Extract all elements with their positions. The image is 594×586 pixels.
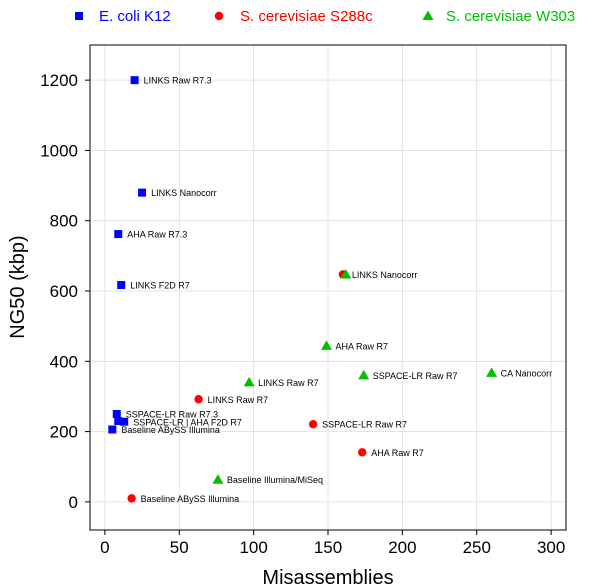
data-label: CA Nanocorr: [501, 368, 553, 378]
legend-label: E. coli K12: [99, 8, 171, 25]
data-label: LINKS F2D R7: [130, 281, 190, 291]
data-label: Baseline ABySS Illumina: [121, 425, 220, 435]
data-label: LINKS Nanocorr: [151, 188, 217, 198]
x-tick-label: 150: [314, 538, 342, 557]
data-point: [194, 395, 203, 404]
data-point: [340, 268, 352, 279]
legend: E. coli K12 S. cerevisiae S288c S. cerevis…: [75, 8, 575, 25]
y-tick-label: 200: [50, 423, 78, 442]
data-label: Baseline Illumina/MiSeq: [227, 475, 323, 485]
data-point: [138, 188, 147, 197]
x-tick-label: 100: [239, 538, 267, 557]
data-label: SSPACE-LR Raw R7: [373, 371, 458, 381]
data-point: [486, 367, 498, 377]
data-point: [358, 448, 367, 457]
data-label: LINKS Raw R7: [208, 395, 269, 405]
data-point: [114, 230, 123, 239]
x-tick-label: 250: [463, 538, 491, 557]
data-label: SSPACE-LR | AHA F2D R7: [133, 417, 242, 427]
data-point: [212, 474, 224, 484]
y-axis-title: NG50 (kbp): [7, 235, 29, 338]
data-point: [117, 281, 126, 290]
data-point: [358, 369, 370, 380]
data-point: [308, 420, 318, 429]
data-label: Baseline ABySS Illumina: [141, 494, 240, 504]
data-point: [120, 417, 129, 426]
data-point: [112, 410, 121, 419]
data-points: LINKS Raw R7.3 LINKS Nanocorr AHA Raw R7.3…: [108, 76, 552, 504]
data-label: LINKS Nanocorr: [352, 270, 418, 280]
data-point: [130, 76, 139, 85]
data-label: AHA Raw R7: [371, 448, 424, 458]
data-label: AHA Raw R7.3: [127, 230, 187, 240]
x-tick-label: 200: [388, 538, 416, 557]
y-tick-label: 600: [50, 282, 78, 301]
y-tick-label: 1000: [40, 141, 78, 160]
x-tick-label: 300: [537, 538, 565, 557]
y-tick-label: 800: [50, 212, 78, 231]
data-point: [108, 425, 117, 434]
x-axis-title: Misassemblies: [262, 567, 393, 586]
data-label: AHA Raw R7: [336, 341, 389, 351]
data-label: SSPACE-LR Raw R7.3: [126, 410, 218, 420]
y-tick-label: 0: [69, 493, 78, 512]
y-tick-label: 400: [50, 352, 78, 371]
legend-marker-triangle: [422, 10, 434, 20]
grid: [90, 45, 566, 530]
y-tick-label: 1200: [40, 71, 78, 90]
data-label: LINKS Raw R7: [258, 378, 319, 388]
data-point: [243, 376, 255, 387]
data-point: [321, 340, 333, 350]
data-point: [114, 417, 123, 426]
legend-marker-circle: [214, 11, 224, 21]
data-label: LINKS Raw R7.3: [144, 76, 212, 86]
x-tick-label: 0: [100, 538, 109, 557]
axes: 0 50 100 150 200 250 300 0 200 400 600 800 1000 1200: [40, 71, 565, 557]
data-label: SSPACE-LR Raw R7: [322, 420, 407, 430]
data-point: [127, 494, 136, 503]
legend-label: S. cerevisiae S288c: [240, 8, 373, 25]
x-tick-label: 50: [170, 538, 189, 557]
legend-marker-square: [75, 12, 83, 20]
legend-label: S. cerevisiae W303: [446, 8, 575, 25]
